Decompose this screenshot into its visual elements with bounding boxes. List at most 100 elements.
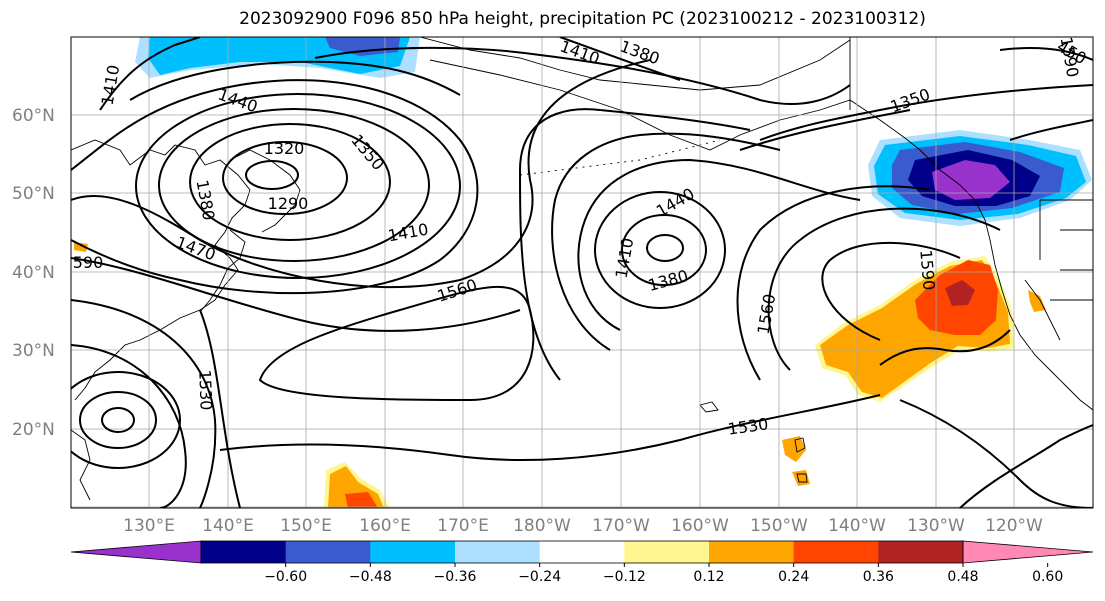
contour-low-w-1350 xyxy=(189,123,391,241)
colorbar-ticks: −0.60 −0.48 −0.36 −0.24 −0.12 0.12 0.24 0.36 0.4… xyxy=(264,563,1063,585)
contour-low-w-1290 xyxy=(245,160,299,190)
coastlines xyxy=(71,37,1093,501)
contour-high-e-1590 xyxy=(821,241,961,341)
colorbar-tick-label: −0.12 xyxy=(603,569,646,585)
colorbar-tick-label: 0.24 xyxy=(778,569,809,585)
colorbar-tick-label: −0.60 xyxy=(264,569,307,585)
contour-label-text: 1290 xyxy=(268,194,309,213)
colorbar-segment xyxy=(455,541,541,563)
colorbar-segment xyxy=(285,541,371,563)
contour-label-text: 1320 xyxy=(264,139,305,158)
coast-north xyxy=(419,37,851,91)
precip-ca-darkred xyxy=(945,280,975,306)
colorbar-segment xyxy=(624,541,710,563)
contour-label: 1290 xyxy=(268,194,309,213)
contour-east-low xyxy=(899,399,1093,508)
contour-low-c-1500 xyxy=(551,132,781,351)
contour-low-w-1440 xyxy=(71,79,479,295)
coast-na-west xyxy=(919,149,1093,411)
border-na xyxy=(849,37,1093,301)
precip-midblue-north xyxy=(325,37,400,56)
contour-low-w-1380 xyxy=(158,108,430,262)
lon-label-150w: 150°W xyxy=(750,516,808,536)
lon-label-160e: 160°E xyxy=(359,516,411,536)
lon-label-130w: 130°W xyxy=(907,516,965,536)
colorbar-frame xyxy=(200,540,964,564)
contour-top-1410b xyxy=(314,46,851,106)
precip-hi-orange-1 xyxy=(782,436,806,462)
colorbar-segment xyxy=(370,541,456,563)
contour-low-c-1440 xyxy=(594,191,726,309)
lat-label-60: 60°N xyxy=(12,106,55,126)
contour-sw-4 xyxy=(71,344,187,508)
contour-top-1440 xyxy=(129,60,461,101)
colorbar-tick-label: 0.12 xyxy=(693,569,724,585)
contour-ne-2 xyxy=(999,47,1093,61)
lat-label-50: 50°N xyxy=(12,184,55,204)
colorbar-tick-label: −0.24 xyxy=(518,569,561,585)
lat-label-30: 30°N xyxy=(12,341,55,361)
colorbar-segment xyxy=(878,541,964,563)
colorbar-segment xyxy=(201,541,287,563)
precip-ne-purple xyxy=(932,160,1010,200)
contour-ne-1 xyxy=(1009,119,1093,141)
contour-central-1560 xyxy=(258,286,535,402)
colorbar-over-triangle xyxy=(962,540,1094,564)
contour-low-w-1320 xyxy=(222,141,348,215)
contour-high-e-1560 xyxy=(767,207,1001,371)
colorbar-segment xyxy=(793,541,879,563)
contour-low-c-1470 xyxy=(577,158,861,331)
colorbar-tick-label: 0.36 xyxy=(863,569,894,585)
precip-s-red xyxy=(345,492,378,508)
lon-label-140e: 140°E xyxy=(202,516,254,536)
colorbar-under-triangle xyxy=(70,540,202,564)
lon-label-180w: 180°W xyxy=(513,516,571,536)
coast-baja xyxy=(1024,279,1061,341)
contour-low-c-1380 xyxy=(646,234,684,262)
contour-sw-3 xyxy=(71,371,181,469)
contour-label: 1530 xyxy=(195,369,215,410)
lon-label-140w: 140°W xyxy=(828,516,886,536)
coast-asia xyxy=(71,139,251,401)
precip-mx-orange xyxy=(1028,290,1046,312)
contour-low-w-1500 xyxy=(71,257,521,332)
lon-label-130e: 130°E xyxy=(123,516,175,536)
colorbar-tick-label: −0.48 xyxy=(349,569,392,585)
contour-south-1530b xyxy=(199,309,241,508)
contour-top-1380b xyxy=(739,109,911,151)
coast-hawaii-3 xyxy=(796,473,808,483)
coast-philippines xyxy=(71,429,91,501)
map-title: 2023092900 F096 850 hPa height, precipit… xyxy=(239,9,926,29)
coast-hawaii-1 xyxy=(699,401,719,413)
coast-hawaii-2 xyxy=(794,437,806,453)
contour-label: 1590 xyxy=(916,249,938,291)
map-border xyxy=(70,36,1094,509)
precip-shading xyxy=(74,37,1092,508)
contour-low-c-1410 xyxy=(621,214,707,286)
contour-sw-5 xyxy=(71,299,217,508)
contour-low-w-1410 xyxy=(135,93,461,279)
contour-sw-1 xyxy=(101,407,135,433)
colorbar-segment xyxy=(539,541,625,563)
contour-label-text: 1590 xyxy=(916,249,938,291)
contour-sw-2 xyxy=(79,391,157,449)
coast-aleutians xyxy=(519,139,721,176)
lon-label-170w: 170°W xyxy=(592,516,650,536)
contour-label-text: 1530 xyxy=(195,369,215,410)
contour-south-1530 xyxy=(219,394,881,461)
contour-top-1350 xyxy=(759,84,1093,141)
lat-label-40: 40°N xyxy=(12,263,55,283)
height-contours xyxy=(71,37,1093,508)
contour-low-c-1530 xyxy=(518,108,751,381)
lon-label-160w: 160°W xyxy=(671,516,729,536)
colorbar xyxy=(70,540,1094,564)
colorbar-tick-label: 0.60 xyxy=(1032,569,1063,585)
coast-kamchatka xyxy=(229,149,301,233)
lon-label-170e: 170°E xyxy=(437,516,489,536)
lon-label-150e: 150°E xyxy=(280,516,332,536)
colorbar-tick-label: −0.36 xyxy=(434,569,477,585)
longitude-labels: 130°E 140°E 150°E 160°E 170°E 180°W 170°… xyxy=(123,516,1043,536)
colorbar-tick-label: 0.48 xyxy=(947,569,978,585)
colorbar-segment xyxy=(709,541,795,563)
contour-high-e-1590b xyxy=(879,329,1011,366)
